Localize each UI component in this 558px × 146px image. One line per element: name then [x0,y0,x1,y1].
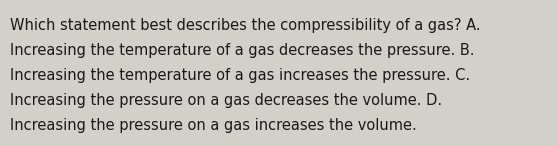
Text: Increasing the temperature of a gas increases the pressure. C.: Increasing the temperature of a gas incr… [10,68,470,83]
Text: Increasing the pressure on a gas decreases the volume. D.: Increasing the pressure on a gas decreas… [10,93,442,108]
Text: Increasing the temperature of a gas decreases the pressure. B.: Increasing the temperature of a gas decr… [10,43,474,58]
Text: Increasing the pressure on a gas increases the volume.: Increasing the pressure on a gas increas… [10,118,417,133]
Text: Which statement best describes the compressibility of a gas? A.: Which statement best describes the compr… [10,18,480,33]
